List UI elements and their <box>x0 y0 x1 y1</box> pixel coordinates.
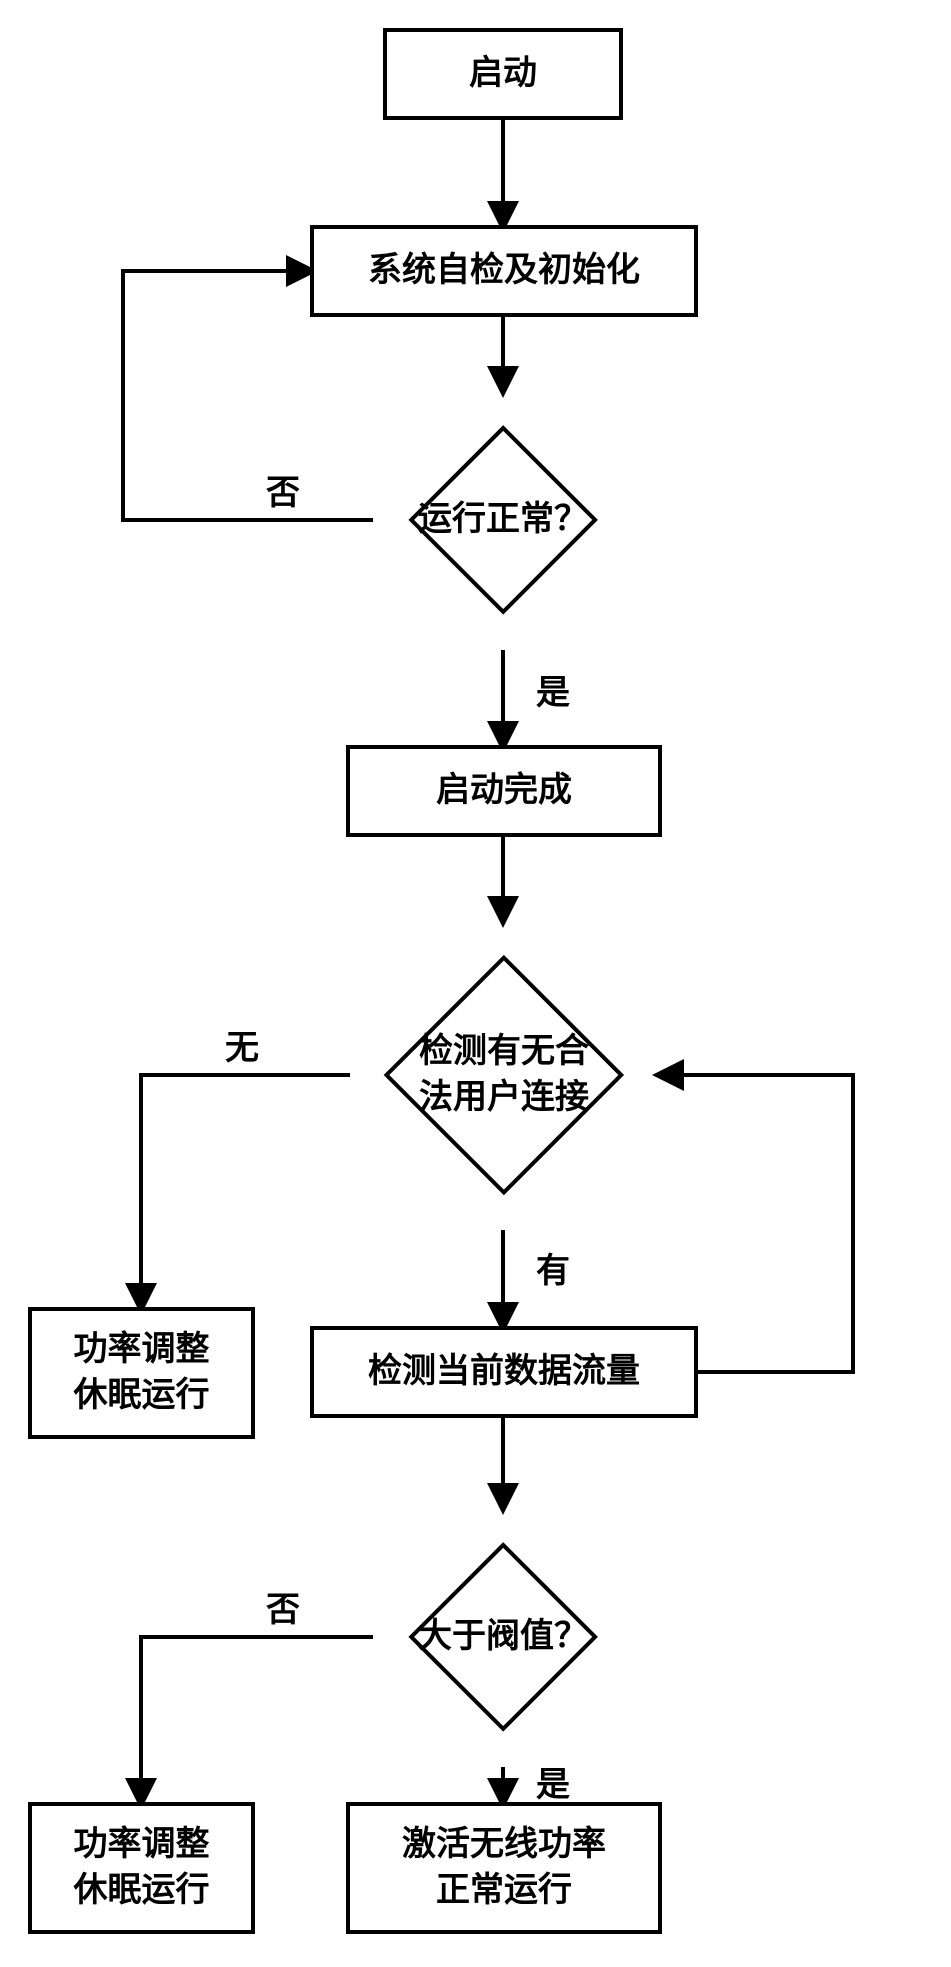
node-start: 启动 <box>383 28 623 120</box>
node-detectuser: 检测有无合 法用户连接 <box>419 990 589 1160</box>
edge-label-detectuser-yes: 有 <box>536 1243 570 1292</box>
flowchart-canvas: 启动系统自检及初始化运行正常？启动完成检测有无合 法用户连接功率调整 休眠运行检… <box>0 0 951 1967</box>
edge-label-runok-yes: 是 <box>536 665 570 714</box>
node-selfcheck: 系统自检及初始化 <box>310 225 698 317</box>
node-detectflow: 检测当前数据流量 <box>310 1326 698 1418</box>
node-sleep1: 功率调整 休眠运行 <box>28 1307 255 1439</box>
edge-label-threshold-yes: 是 <box>536 1757 570 1806</box>
node-threshold: 大于阀值？ <box>436 1570 570 1704</box>
node-activate: 激活无线功率 正常运行 <box>346 1802 662 1934</box>
edge-label-detectuser-no: 无 <box>225 1020 259 1069</box>
edge-label-runok-no: 否 <box>266 465 300 514</box>
node-runok: 运行正常？ <box>436 453 570 587</box>
edge-label-threshold-no: 否 <box>266 1582 300 1631</box>
edge-detectuser-no-to-sleep1 <box>141 1075 350 1307</box>
edge-threshold-no-to-sleep2 <box>141 1637 373 1802</box>
node-startdone: 启动完成 <box>346 745 662 837</box>
node-sleep2: 功率调整 休眠运行 <box>28 1802 255 1934</box>
